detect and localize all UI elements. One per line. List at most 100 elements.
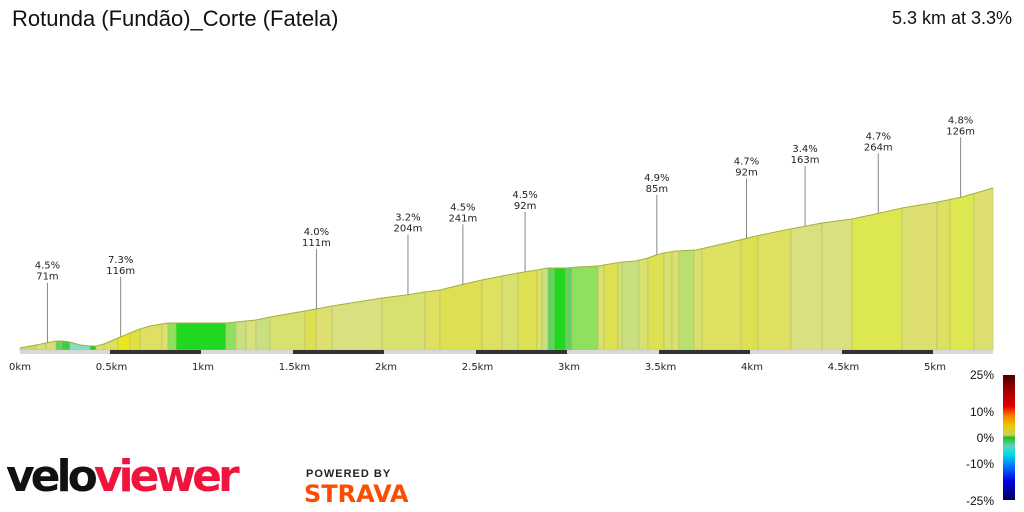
gradient-segment: [617, 261, 623, 351]
x-tick-label: 2.5km: [462, 362, 493, 373]
gradient-segment: [161, 322, 169, 351]
logo-velo: velo: [6, 451, 98, 502]
annotation-length: 85m: [646, 184, 668, 195]
gradient-segment: [973, 187, 994, 351]
strava-logo[interactable]: STRAVA: [304, 480, 409, 508]
gradient-segment: [55, 340, 63, 351]
x-tick-label: 4.5km: [828, 362, 859, 373]
km-bar: [659, 350, 750, 354]
gradient-color-scale: [1003, 375, 1015, 500]
x-axis-ticks: 0km 0.5km 1km 1.5km 2km 2.5km 3km 3.5km 4km 4.5km…: [9, 362, 946, 373]
legend-label-10: 10%: [969, 405, 994, 419]
annotation-length: 92m: [514, 201, 536, 212]
gradient-segment: [245, 319, 257, 351]
annotation-gradient: 4.0%: [304, 227, 329, 238]
annotation-gradient: 4.7%: [734, 156, 759, 167]
gradient-segment: [175, 322, 227, 351]
gradient-segment: [701, 239, 742, 351]
gradient-segment: [821, 218, 853, 351]
gradient-segment: [571, 265, 599, 351]
annotation-length: 126m: [946, 126, 975, 137]
gradient-segment: [541, 267, 549, 351]
annotation-gradient: 4.8%: [948, 115, 973, 126]
x-tick-label: 2km: [375, 362, 397, 373]
gradient-segment: [790, 222, 823, 351]
gradient-segment: [671, 250, 680, 351]
x-tick-label: 1.5km: [279, 362, 310, 373]
veloviewer-logo[interactable]: veloviewer: [6, 451, 240, 502]
segment-summary: 5.3 km at 3.3%: [891, 8, 1012, 28]
annotation-length: 116m: [106, 266, 135, 277]
gradient-segment: [740, 235, 759, 351]
gradient-segment: [103, 337, 119, 351]
segment-title: Rotunda (Fundão)_Corte (Fatela): [12, 6, 339, 31]
legend-label-minus10: -10%: [965, 457, 994, 471]
gradient-segments: [19, 187, 994, 351]
annotation-length: 71m: [36, 272, 58, 283]
legend-label-minus25: -25%: [965, 494, 994, 508]
gradient-segment: [678, 249, 695, 351]
km-bars: [110, 350, 933, 354]
gradient-segment: [901, 201, 938, 351]
x-tick-label: 5km: [924, 362, 946, 373]
powered-by-label: POWERED BY: [306, 468, 392, 480]
gradient-segment: [439, 279, 483, 351]
annotation-length: 264m: [864, 142, 893, 153]
gradient-segment: [565, 267, 573, 351]
gradient-segment: [167, 322, 177, 351]
gradient-segment: [235, 320, 247, 351]
profile-outline: [19, 187, 994, 349]
gradient-segment: [638, 257, 649, 351]
annotation-gradient: 3.4%: [792, 144, 817, 155]
gradient-segment: [255, 316, 271, 351]
gradient-segment: [949, 193, 975, 351]
x-tick-label: 3km: [558, 362, 580, 373]
gradient-segment: [89, 345, 97, 351]
x-tick-label: 3.5km: [645, 362, 676, 373]
annotation-gradient: 4.5%: [35, 261, 60, 272]
gradient-segment: [501, 272, 519, 351]
gradient-segment: [603, 262, 619, 351]
gradient-segment: [693, 248, 703, 351]
annotation-gradient: 4.5%: [512, 190, 537, 201]
gradient-segment: [517, 269, 538, 351]
elevation-profile-chart: 4.5%71m7.3%116m4.0%111m3.2%204m4.5%241m4…: [9, 115, 994, 373]
km-bar: [476, 350, 567, 354]
gradient-segment: [647, 252, 665, 351]
logo-viewer: viewer: [93, 451, 240, 502]
x-tick-label: 0.5km: [96, 362, 127, 373]
annotation-length: 92m: [735, 167, 757, 178]
annotation-gradient: 7.3%: [108, 255, 133, 266]
gradient-segment: [553, 267, 567, 351]
gradient-segment: [331, 297, 383, 351]
annotation-length: 204m: [394, 224, 423, 235]
gradient-segment: [851, 207, 903, 351]
gradient-segment: [424, 289, 441, 351]
annotation-length: 111m: [302, 238, 331, 249]
x-tick-label: 1km: [192, 362, 214, 373]
gradient-segment: [304, 308, 317, 351]
km-bar: [293, 350, 384, 354]
gradient-segment: [757, 228, 792, 351]
annotation-length: 241m: [448, 213, 477, 224]
gradient-segment: [547, 267, 555, 351]
km-bar: [110, 350, 201, 354]
x-tick-label: 4km: [741, 362, 763, 373]
gradient-segment: [936, 199, 951, 351]
gradient-segment: [536, 268, 543, 351]
legend-label-25: 25%: [969, 368, 994, 382]
annotation-gradient: 4.5%: [450, 202, 475, 213]
gradient-segment: [315, 305, 333, 351]
km-bar: [842, 350, 933, 354]
x-tick-label: 0km: [9, 362, 31, 373]
gradient-segment: [621, 259, 640, 351]
annotation-length: 163m: [791, 155, 820, 166]
gradient-segment: [663, 251, 673, 351]
legend-label-0: 0%: [976, 431, 994, 445]
gradient-segment: [381, 291, 426, 351]
annotation-gradient: 4.9%: [644, 173, 669, 184]
annotation-gradient: 4.7%: [866, 131, 891, 142]
gradient-segment: [597, 264, 605, 351]
gradient-annotations: 4.5%71m7.3%116m4.0%111m3.2%204m4.5%241m4…: [35, 115, 975, 343]
gradient-segment: [225, 321, 237, 351]
